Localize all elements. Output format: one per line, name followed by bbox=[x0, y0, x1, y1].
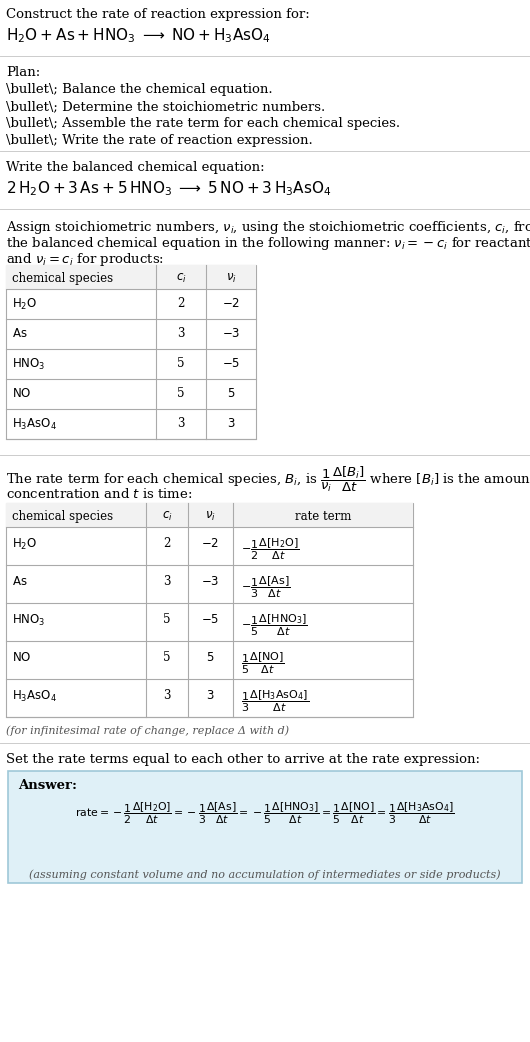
Text: $c_i$: $c_i$ bbox=[162, 510, 172, 523]
Text: the balanced chemical equation in the following manner: $\nu_i = -c_i$ for react: the balanced chemical equation in the fo… bbox=[6, 235, 530, 252]
Text: 5: 5 bbox=[163, 651, 171, 664]
Text: 5: 5 bbox=[177, 357, 185, 370]
Text: $\mathrm{As}$: $\mathrm{As}$ bbox=[12, 327, 28, 340]
Text: $-3$: $-3$ bbox=[222, 327, 240, 340]
Text: $-5$: $-5$ bbox=[222, 357, 240, 370]
Text: Plan:: Plan: bbox=[6, 66, 40, 79]
Text: $5$: $5$ bbox=[227, 387, 235, 400]
Text: Construct the rate of reaction expression for:: Construct the rate of reaction expressio… bbox=[6, 8, 310, 21]
Text: $3$: $3$ bbox=[227, 417, 235, 430]
Text: \bullet\; Assemble the rate term for each chemical species.: \bullet\; Assemble the rate term for eac… bbox=[6, 117, 400, 130]
Text: and $\nu_i = c_i$ for products:: and $\nu_i = c_i$ for products: bbox=[6, 251, 164, 268]
Bar bbox=[6, 265, 256, 439]
Text: $3$: $3$ bbox=[206, 689, 214, 702]
Text: $\nu_i$: $\nu_i$ bbox=[226, 272, 236, 286]
Text: $\mathrm{NO}$: $\mathrm{NO}$ bbox=[12, 387, 31, 400]
Text: $-2$: $-2$ bbox=[222, 297, 240, 311]
Text: $-3$: $-3$ bbox=[201, 575, 219, 588]
Text: Write the balanced chemical equation:: Write the balanced chemical equation: bbox=[6, 162, 264, 174]
Text: Set the rate terms equal to each other to arrive at the rate expression:: Set the rate terms equal to each other t… bbox=[6, 753, 480, 766]
Text: 5: 5 bbox=[177, 387, 185, 400]
Text: 3: 3 bbox=[177, 327, 185, 340]
Bar bbox=[6, 503, 413, 527]
Text: $\mathrm{HNO_3}$: $\mathrm{HNO_3}$ bbox=[12, 613, 46, 628]
Text: $\mathrm{rate} = -\dfrac{1}{2}\dfrac{\Delta[\mathrm{H_2O}]}{\Delta t} = -\dfrac{: $\mathrm{rate} = -\dfrac{1}{2}\dfrac{\De… bbox=[75, 800, 455, 825]
Text: $\dfrac{1}{5}\dfrac{\Delta[\mathrm{NO}]}{\Delta t}$: $\dfrac{1}{5}\dfrac{\Delta[\mathrm{NO}]}… bbox=[241, 651, 285, 676]
Text: (for infinitesimal rate of change, replace Δ with d): (for infinitesimal rate of change, repla… bbox=[6, 725, 289, 736]
FancyBboxPatch shape bbox=[8, 771, 522, 883]
Text: rate term: rate term bbox=[295, 510, 351, 523]
Text: 5: 5 bbox=[163, 613, 171, 626]
Text: $\mathrm{2\,H_2O + 3\,As + 5\,HNO_3} \;\longrightarrow\; \mathrm{5\,NO + 3\,H_3A: $\mathrm{2\,H_2O + 3\,As + 5\,HNO_3} \;\… bbox=[6, 179, 332, 198]
Text: $-5$: $-5$ bbox=[201, 613, 219, 626]
Text: $\nu_i$: $\nu_i$ bbox=[205, 510, 215, 523]
Text: $-\dfrac{1}{2}\dfrac{\Delta[\mathrm{H_2O}]}{\Delta t}$: $-\dfrac{1}{2}\dfrac{\Delta[\mathrm{H_2O… bbox=[241, 537, 299, 563]
Text: $c_i$: $c_i$ bbox=[175, 272, 187, 286]
Text: $\mathrm{H_3AsO_4}$: $\mathrm{H_3AsO_4}$ bbox=[12, 689, 57, 704]
Text: $\mathrm{As}$: $\mathrm{As}$ bbox=[12, 575, 28, 588]
Text: $-2$: $-2$ bbox=[201, 537, 219, 550]
Bar bbox=[6, 503, 413, 717]
Text: 3: 3 bbox=[163, 689, 171, 702]
Text: $5$: $5$ bbox=[206, 651, 214, 664]
Text: $-\dfrac{1}{5}\dfrac{\Delta[\mathrm{HNO_3}]}{\Delta t}$: $-\dfrac{1}{5}\dfrac{\Delta[\mathrm{HNO_… bbox=[241, 613, 308, 639]
Text: Assign stoichiometric numbers, $\nu_i$, using the stoichiometric coefficients, $: Assign stoichiometric numbers, $\nu_i$, … bbox=[6, 219, 530, 235]
Text: $\mathrm{HNO_3}$: $\mathrm{HNO_3}$ bbox=[12, 357, 46, 372]
Text: $\mathrm{H_3AsO_4}$: $\mathrm{H_3AsO_4}$ bbox=[12, 417, 57, 432]
Text: (assuming constant volume and no accumulation of intermediates or side products): (assuming constant volume and no accumul… bbox=[29, 869, 501, 879]
Text: chemical species: chemical species bbox=[12, 272, 113, 286]
Text: $\mathrm{NO}$: $\mathrm{NO}$ bbox=[12, 651, 31, 664]
Text: $\dfrac{1}{3}\dfrac{\Delta[\mathrm{H_3AsO_4}]}{\Delta t}$: $\dfrac{1}{3}\dfrac{\Delta[\mathrm{H_3As… bbox=[241, 689, 309, 715]
Text: $\mathrm{H_2O + As + HNO_3} \;\longrightarrow\; \mathrm{NO + H_3AsO_4}$: $\mathrm{H_2O + As + HNO_3} \;\longright… bbox=[6, 26, 271, 45]
Text: $\mathrm{H_2O}$: $\mathrm{H_2O}$ bbox=[12, 297, 37, 313]
Bar bbox=[6, 265, 256, 289]
Text: $-\dfrac{1}{3}\dfrac{\Delta[\mathrm{As}]}{\Delta t}$: $-\dfrac{1}{3}\dfrac{\Delta[\mathrm{As}]… bbox=[241, 575, 290, 600]
Text: 2: 2 bbox=[178, 297, 184, 311]
Text: 3: 3 bbox=[177, 417, 185, 430]
Text: 2: 2 bbox=[163, 537, 171, 550]
Text: 3: 3 bbox=[163, 575, 171, 588]
Text: \bullet\; Write the rate of reaction expression.: \bullet\; Write the rate of reaction exp… bbox=[6, 134, 313, 147]
Text: chemical species: chemical species bbox=[12, 510, 113, 523]
Text: \bullet\; Determine the stoichiometric numbers.: \bullet\; Determine the stoichiometric n… bbox=[6, 100, 325, 113]
Text: concentration and $t$ is time:: concentration and $t$ is time: bbox=[6, 487, 192, 501]
Text: Answer:: Answer: bbox=[18, 779, 77, 792]
Text: \bullet\; Balance the chemical equation.: \bullet\; Balance the chemical equation. bbox=[6, 83, 272, 96]
Text: The rate term for each chemical species, $B_i$, is $\dfrac{1}{\nu_i}\dfrac{\Delt: The rate term for each chemical species,… bbox=[6, 465, 530, 494]
Text: $\mathrm{H_2O}$: $\mathrm{H_2O}$ bbox=[12, 537, 37, 552]
